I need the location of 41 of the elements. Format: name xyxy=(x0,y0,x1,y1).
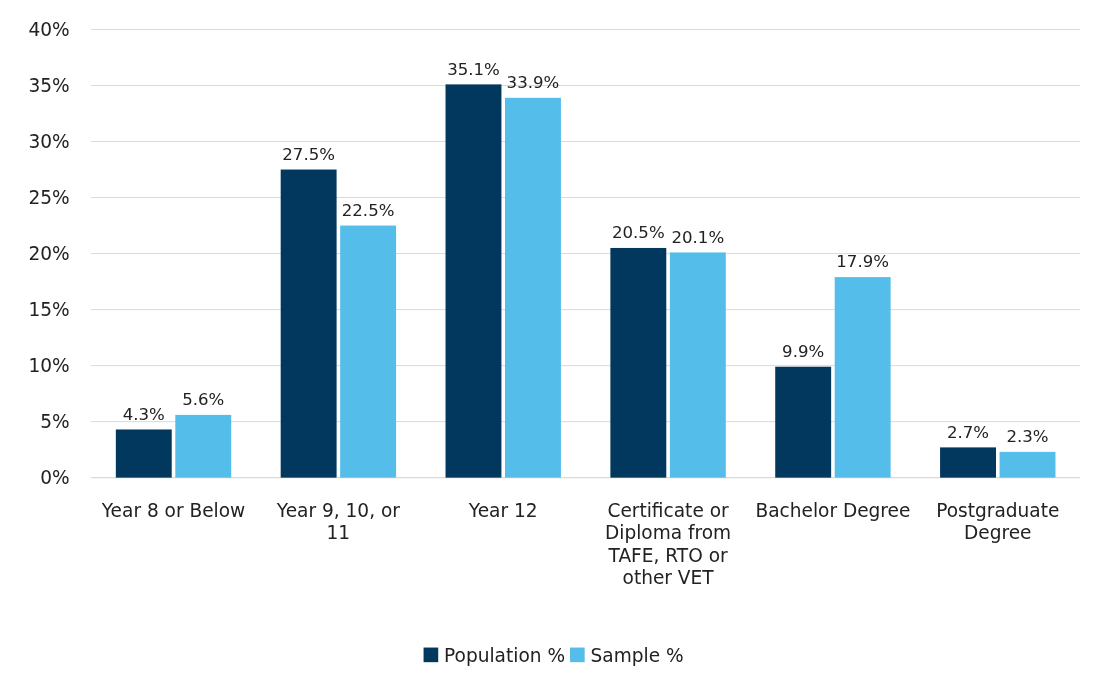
y-tick-label: 15% xyxy=(28,299,70,321)
bar xyxy=(834,277,891,478)
data-label: 4.3% xyxy=(122,404,165,424)
y-tick-label: 40% xyxy=(28,18,70,40)
y-tick-label: 0% xyxy=(40,467,70,489)
bar xyxy=(940,447,996,478)
x-tick-label: Year 9, 10, or 11 xyxy=(275,499,401,544)
legend-label: Population % xyxy=(444,644,566,666)
bar xyxy=(999,451,1056,478)
data-label: 22.5% xyxy=(341,200,395,220)
x-tick-label: Year 8 or Below xyxy=(100,499,246,521)
bar xyxy=(280,169,337,478)
bar xyxy=(669,252,726,478)
y-tick-label: 5% xyxy=(40,411,70,433)
data-label: 5.6% xyxy=(182,390,225,410)
data-label: 17.9% xyxy=(836,252,889,272)
data-label: 35.1% xyxy=(447,59,500,79)
data-label: 20.1% xyxy=(671,227,725,247)
bar xyxy=(115,429,172,478)
x-tick-label: Year 12 xyxy=(467,499,538,521)
y-tick-label: 25% xyxy=(28,187,70,209)
data-label: 33.9% xyxy=(506,73,560,93)
y-tick-label: 30% xyxy=(28,131,70,153)
data-label: 27.5% xyxy=(282,144,335,164)
legend-label: Sample % xyxy=(590,644,684,666)
data-label: 20.5% xyxy=(612,223,665,243)
x-tick-label: Certificate or Diploma from TAFE, RTO or other VET xyxy=(604,499,732,589)
data-label: 2.7% xyxy=(946,422,990,442)
bar xyxy=(505,97,561,478)
y-tick-label: 35% xyxy=(28,74,70,96)
bar xyxy=(175,414,232,478)
y-tick-label: 20% xyxy=(28,243,70,265)
bar xyxy=(340,225,397,478)
bar xyxy=(445,84,502,478)
x-tick-label: Postgraduate Degree xyxy=(936,499,1060,544)
x-tick-label: Bachelor Degree xyxy=(755,499,911,521)
bar xyxy=(610,247,667,478)
data-label: 2.3% xyxy=(1006,427,1049,447)
data-label: 9.9% xyxy=(782,341,825,361)
bar xyxy=(775,366,832,478)
y-tick-label: 10% xyxy=(28,355,70,377)
